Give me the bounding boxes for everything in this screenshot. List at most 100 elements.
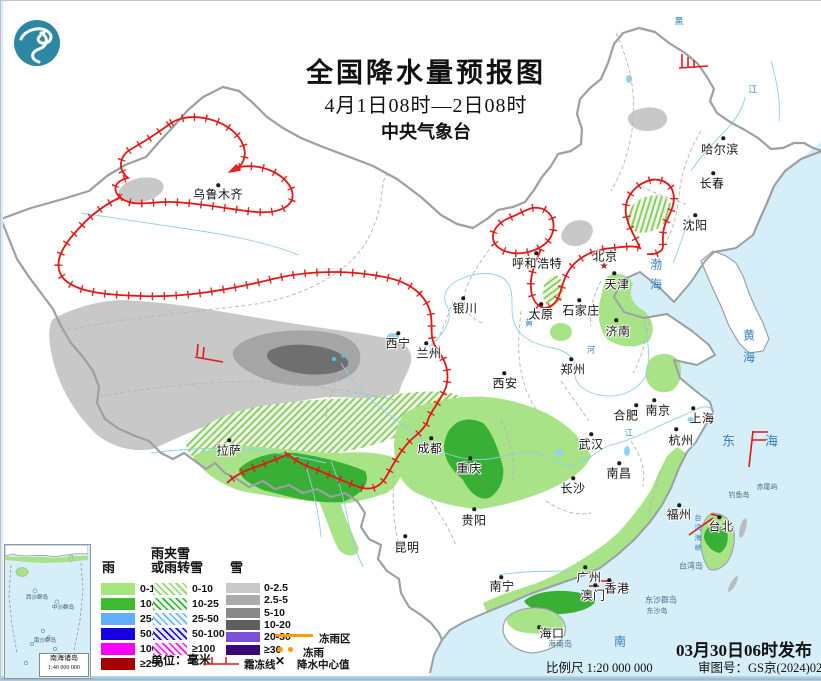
legend-swatch (153, 598, 187, 610)
geo-label: 黑 (674, 16, 684, 27)
inset-map-graphic (5, 545, 88, 665)
city-label: 重庆 (456, 461, 482, 476)
legend-range-label: ≥30 (264, 643, 282, 656)
capital-star-icon: ★ (599, 261, 609, 272)
city-dot-icon (216, 183, 220, 187)
legend-range-label: 10-25 (192, 598, 219, 610)
hainan-island (502, 607, 566, 654)
city-dot-icon (569, 357, 573, 361)
geo-label: 江 (625, 428, 633, 438)
city-dot-icon (571, 476, 575, 480)
legend-range-label: 5-10 (264, 606, 286, 619)
city-dot-icon (711, 171, 715, 175)
legend-range-label: ≥100 (192, 643, 216, 655)
snow-areas (49, 107, 668, 451)
city-label: 长春 (699, 176, 725, 191)
city-label: 杭州 (668, 433, 694, 448)
city-label: 南昌 (606, 466, 632, 481)
legend-swatch (226, 595, 260, 606)
frame-left-band (1, 1, 3, 680)
legend-swatch (226, 644, 260, 655)
city-label: 北京 (592, 249, 618, 264)
agency-name: 中央气象台 (381, 122, 471, 142)
city-label: 沈阳 (682, 218, 708, 233)
city-dot-icon (717, 515, 721, 519)
freezing-rain-dot-icon (288, 647, 293, 652)
city-label: 南京 (645, 403, 671, 418)
geo-label: 渤海 (648, 258, 663, 298)
legend-range-label: ≥250 (140, 658, 164, 670)
city-dot-icon (539, 302, 543, 306)
korea-peninsula (700, 250, 770, 354)
taiwan-island (700, 512, 735, 571)
city-label: 南宁 (489, 579, 515, 594)
geo-label: 东沙群岛 (645, 595, 677, 605)
geo-label: 台湾岛 (679, 561, 703, 571)
city-dot-icon (593, 583, 597, 587)
city-label: 上海 (689, 411, 715, 426)
freezing-rain-label: 冻雨 (303, 647, 324, 659)
city-label: 哈尔滨 (701, 142, 739, 157)
legend-range-label: 2.5-5 (264, 594, 288, 607)
city-dot-icon (674, 427, 678, 431)
city-label: 拉萨 (216, 443, 242, 458)
city-label: 郑州 (560, 362, 586, 377)
geo-label: 东沙岛 (646, 607, 668, 615)
inset-title-box: 南海诸岛 1:40 000 000 (39, 653, 89, 677)
legend-swatch (226, 607, 260, 618)
legend-swatch (226, 632, 260, 643)
city-dot-icon (429, 436, 433, 440)
map-title: 全国降水量预报图 (306, 58, 546, 88)
city-dot-icon (468, 456, 472, 460)
legend-range-label: 0-2.5 (264, 582, 288, 594)
legend-swatch (226, 583, 260, 593)
city-dot-icon (589, 432, 593, 436)
legend-swatch (101, 583, 135, 595)
city-dot-icon (677, 503, 681, 507)
city-dot-icon (634, 403, 638, 407)
city-label: 呼和浩特 (511, 256, 563, 271)
city-label: 海口 (539, 626, 565, 641)
map-scale: 比例尺 1:20 000 000 (546, 661, 653, 675)
legend-swatch (101, 628, 135, 640)
city-label: 澳门 (580, 588, 606, 603)
freezing-rain-dot-icon (278, 647, 283, 652)
legend-swatch (226, 619, 260, 630)
city-dot-icon (691, 406, 695, 410)
geo-label: 南 (613, 634, 627, 649)
inset-island-label: 中沙群岛 (51, 605, 75, 611)
city-label: 武汉 (578, 437, 604, 452)
frost-line (54, 113, 678, 493)
publish-time: 03月30日06时发布 (676, 641, 812, 660)
city-label: 台北 (708, 519, 734, 534)
city-dot-icon (652, 398, 656, 402)
city-dot-icon (577, 298, 581, 302)
inset-title: 南海诸岛 (50, 654, 78, 662)
legend-range-label: 10-20 (264, 618, 291, 631)
frost-line-symbol-icon (201, 654, 241, 672)
legend-range-label: 50-100 (192, 628, 225, 640)
city-label: 合肥 (613, 408, 639, 423)
city-label: 济南 (605, 324, 631, 339)
city-dot-icon (614, 318, 618, 322)
city-dot-icon (472, 507, 476, 511)
rivers (80, 60, 780, 576)
city-dot-icon (617, 461, 621, 465)
legend-swatch (101, 658, 135, 670)
legend-swatch (101, 598, 135, 610)
south-china-sea-inset: 西沙群岛 中沙群岛 南沙群岛 南海诸岛 1:40 000 000 (4, 544, 91, 679)
city-label: 西安 (492, 376, 518, 391)
geo-label: 河 (587, 345, 595, 355)
legend-range-label: 20-30 (264, 631, 291, 644)
freezing-rain-area-line-icon (275, 634, 313, 637)
freezing-rain-area-label: 冻雨区 (319, 633, 351, 645)
legend-swatch (153, 583, 187, 595)
dragon-logo-icon (14, 20, 60, 66)
city-label: 昆明 (394, 540, 420, 555)
city-dot-icon (227, 438, 231, 442)
legend-range-label: 25-50 (192, 613, 219, 625)
city-label: 广州 (576, 570, 602, 585)
precip-center-label: 降水中心值 (297, 659, 350, 671)
legend-sleet-header-line1: 雨夹雪 (151, 546, 191, 561)
